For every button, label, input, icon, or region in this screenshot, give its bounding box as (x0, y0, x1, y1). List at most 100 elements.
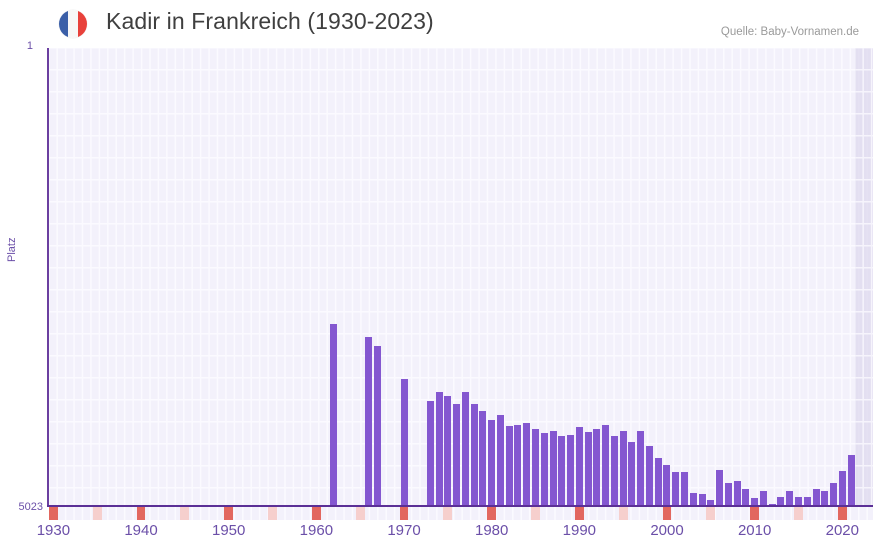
bar (540, 433, 548, 505)
plot-area (49, 48, 873, 505)
tick-mark-2015 (794, 507, 803, 520)
chart-title: Kadir in Frankreich (1930-2023) (106, 8, 434, 34)
bar (374, 346, 382, 505)
tick-mark-1955 (268, 507, 277, 520)
bar (654, 458, 662, 505)
bar (681, 472, 689, 505)
bar (365, 337, 373, 505)
bar (584, 432, 592, 505)
bar (619, 431, 627, 505)
bar (602, 425, 610, 505)
x-axis-tick-label: 1950 (212, 522, 246, 539)
bar (593, 429, 601, 505)
bar (733, 481, 741, 505)
bar (821, 491, 829, 505)
bar (812, 489, 820, 505)
bar (496, 415, 504, 505)
tick-mark-1935 (92, 507, 102, 520)
bar (461, 392, 469, 505)
flag-band-white (68, 10, 78, 38)
bar (724, 483, 732, 505)
bar (751, 498, 759, 505)
tick-mark-1950 (224, 507, 234, 520)
tick-mark-1995 (618, 507, 628, 520)
tick-mark-1940 (136, 507, 146, 520)
bar (453, 404, 461, 505)
bar (759, 491, 767, 505)
bar (637, 431, 645, 505)
bar (523, 423, 531, 505)
tick-mark-2020 (837, 507, 847, 520)
bar (768, 504, 776, 505)
x-axis-tick-band (49, 507, 873, 520)
tick-mark-1945 (180, 507, 190, 520)
tick-mark-1970 (399, 507, 409, 520)
bar (426, 401, 434, 505)
bar (488, 420, 496, 505)
bar (400, 379, 408, 505)
bar (786, 491, 794, 505)
bar (549, 431, 557, 505)
x-axis-line (47, 505, 873, 507)
x-axis-tick-label: 1980 (474, 522, 509, 539)
tick-mark-1930 (49, 507, 58, 520)
no-data-region-grid (855, 48, 873, 505)
tick-mark-1985 (531, 507, 540, 520)
bar (698, 494, 706, 505)
bar (716, 470, 724, 505)
x-axis-tick-label: 2000 (650, 522, 684, 539)
bar (470, 404, 478, 505)
tick-mark-1965 (355, 507, 365, 520)
bar (435, 392, 443, 505)
tick-mark-2010 (750, 507, 760, 520)
bar (663, 465, 671, 505)
grid-lines (49, 48, 873, 505)
bar (532, 429, 539, 505)
x-axis-tick-label: 1940 (124, 522, 158, 539)
bar (742, 489, 750, 505)
bar (707, 500, 715, 505)
bar (567, 435, 575, 505)
bar (479, 411, 487, 505)
bar (803, 497, 811, 505)
bar (330, 324, 338, 505)
x-axis-tick-label: 2020 (825, 522, 859, 539)
bar (514, 425, 522, 505)
bar (575, 427, 583, 505)
x-axis-tick-label: 1990 (562, 522, 597, 539)
bar (610, 436, 618, 505)
y-axis-line (47, 48, 49, 507)
y-axis-tick-label-bottom: 5023 (18, 501, 43, 513)
chart-header: Kadir in Frankreich (1930-2023) Quelle: … (0, 0, 873, 48)
tick-mark-1975 (443, 507, 453, 520)
tick-mark-1990 (574, 507, 584, 520)
x-axis-tick-label: 2010 (737, 522, 772, 539)
bar (777, 497, 785, 505)
x-axis-tick-label: 1970 (387, 522, 421, 539)
tick-mark-1980 (487, 507, 497, 520)
bar (558, 436, 566, 505)
y-axis-title: Platz (6, 237, 18, 262)
y-axis-tick-label-top: 1 (26, 40, 33, 52)
bar (794, 497, 802, 505)
bar (444, 396, 452, 505)
x-axis-tick-label: 1960 (299, 522, 334, 539)
tick-mark-2005 (706, 507, 716, 520)
bar (847, 455, 855, 505)
tick-mark-2000 (662, 507, 672, 520)
tick-mark-1960 (311, 507, 321, 520)
flag-band-red (77, 10, 87, 38)
flag-band-blue (59, 10, 69, 38)
bar (505, 426, 513, 505)
france-flag-icon (59, 10, 87, 38)
bar (628, 442, 636, 505)
source-attribution: Quelle: Baby-Vornamen.de (720, 26, 859, 38)
x-axis-tick-labels: 1930 1940 1950 1960 1970 1980 1990 2000 2010 2020 (0, 522, 873, 548)
x-axis-tick-label: 1930 (36, 522, 71, 539)
bar (830, 483, 838, 505)
bar (672, 472, 680, 505)
bar (645, 446, 653, 505)
bar (689, 493, 697, 505)
bar (838, 471, 846, 505)
